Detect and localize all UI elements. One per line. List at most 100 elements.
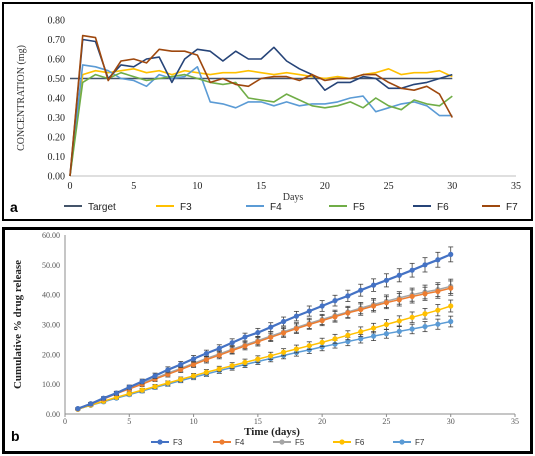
x-tick-label-b: 5 [127,417,131,426]
data-point-f4 [409,293,415,300]
y-axis-title-b: Cumulative % drug release [12,260,24,389]
data-point-f3 [319,303,325,309]
data-point-f4 [345,310,351,316]
x-tick-label-a: 15 [256,181,266,192]
legend-label-f7: F7 [415,438,425,447]
data-point-f6 [152,383,158,390]
y-axis-title-a: CONCENTRATION (mg) [16,45,27,151]
data-point-f3 [216,345,222,351]
data-point-f3 [268,324,274,330]
x-tick-label-b: 15 [254,417,262,426]
chart-panel-a: 0.00 0.10 0.20 0.30 0.40 0.50 0.60 0.70 0.80 0 5 10… [2,2,533,221]
series-line-f4 [69,64,453,177]
data-point-f4 [203,357,210,363]
x-tick-label-b: 0 [63,417,67,426]
data-point-f7 [422,323,428,330]
data-point-f3 [332,298,338,304]
data-point-f4 [216,352,222,358]
data-point-f6 [396,318,402,324]
legend-label-f6: F6 [437,202,449,213]
data-point-f7 [435,321,441,327]
x-tick-label-b: 20 [318,417,326,426]
data-point-f4 [242,343,248,349]
y-tick-label-b: 10.00 [42,380,60,389]
y-tick-label-a: 0.80 [48,16,66,27]
y-tick-label-a: 0.40 [48,94,66,105]
data-point-f3 [396,272,402,278]
data-point-f3 [435,257,441,263]
y-tick-label-a: 0.70 [48,35,66,46]
x-axis-title-b: Time (days) [244,426,300,438]
data-point-f6 [435,307,441,313]
data-point-f3 [242,334,248,340]
x-tick-label-a: 5 [131,181,136,192]
data-point-f3 [280,318,287,325]
data-point-f7 [370,333,377,339]
data-point-f4 [306,321,312,328]
chart-b-svg: 0.00 10.00 20.00 30.00 40.00 50.00 60.00 0 5 10 15… [12,231,519,447]
x-tick-label-b: 30 [447,417,455,426]
data-point-f3 [358,287,364,293]
data-point-f7 [396,328,402,334]
legend-marker-f3 [157,439,163,445]
data-point-f4 [435,288,441,294]
y-tick-label-a: 0.50 [48,74,66,85]
legend-label-f5: F5 [295,438,305,447]
legend-label-f3: F3 [173,438,183,447]
legend-label-f4: F4 [235,438,245,447]
data-point-f4 [255,339,261,345]
data-point-f6 [216,366,222,372]
data-point-f6 [370,325,377,331]
series-line-f5 [69,71,453,177]
y-tick-label-a: 0.00 [48,172,66,183]
panel-label-b: b [11,428,20,444]
data-point-f4 [178,366,184,373]
y-tick-label-a: 0.20 [48,133,66,144]
data-point-f3 [306,308,312,314]
x-axis-title-a: Days [283,192,304,203]
data-point-f6 [165,380,171,386]
y-tick-label-a: 0.10 [48,152,66,163]
legend-label-f7: F7 [506,202,518,213]
x-tick-label-b: 10 [190,417,198,426]
data-point-f6 [255,356,261,362]
data-point-f6 [358,329,364,335]
series-line-f7 [69,34,454,177]
series-line-f5 [77,285,451,410]
chart-a-svg: 0.00 0.10 0.20 0.30 0.40 0.50 0.60 0.70 0.80 0 5 10… [16,16,521,214]
x-tick-label-b: 35 [511,417,519,426]
data-point-f7 [332,341,338,347]
data-point-f6 [229,363,235,369]
y-tick-label-a: 0.60 [48,55,66,66]
legend-label-f6: F6 [355,438,365,447]
data-point-f3 [100,395,107,401]
data-point-f7 [448,318,454,325]
legend-label-f3: F3 [180,202,192,213]
x-tick-label-a: 20 [320,181,330,192]
data-point-f6 [345,332,351,338]
data-point-f4 [268,334,274,340]
data-point-f3 [152,373,158,379]
y-tick-label-b: 0.00 [46,410,60,419]
x-tick-label-a: 25 [384,181,394,192]
data-point-f6 [422,311,428,317]
data-point-f6 [113,394,120,400]
legend-marker-f4 [219,439,225,445]
data-point-f3 [75,406,81,412]
data-point-f7 [383,331,390,337]
data-point-f3 [203,350,210,357]
data-point-f6 [203,369,210,375]
data-point-f3 [383,277,390,283]
data-point-f4 [422,291,428,297]
series-line-f4 [77,287,451,410]
data-point-f3 [178,361,184,368]
legend-marker-f7 [399,439,405,445]
data-point-f6 [268,353,274,359]
data-point-f3 [409,267,415,273]
x-tick-label-a: 0 [68,181,73,192]
data-point-f6 [242,359,248,365]
data-point-f6 [332,336,338,342]
data-point-f6 [319,339,325,345]
data-point-f6 [178,376,184,382]
